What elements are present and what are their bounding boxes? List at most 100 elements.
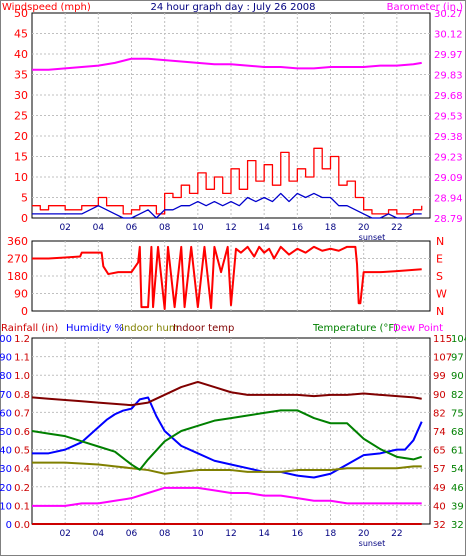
series-line-windspeed-mph- xyxy=(32,147,423,215)
temperature-tick-label: 32 xyxy=(451,520,464,531)
series-line-humidity- xyxy=(32,396,423,479)
indoor-temp-tick-label: 57 xyxy=(433,464,446,475)
compass-tick-label: W xyxy=(436,288,447,301)
temperature-tick-label: 104 xyxy=(451,334,466,345)
humidity-tick-label: 40 xyxy=(0,446,12,457)
rainfall-tick-label: 0.7 xyxy=(14,408,30,419)
humidity-tick-label: 90 xyxy=(0,353,12,364)
indoor-temp-tick-label: 49 xyxy=(433,483,446,494)
indoor-temp-tick-label: 99 xyxy=(433,371,446,382)
rainfall-tick-label: 1.1 xyxy=(14,353,30,364)
series-line-temperature-f- xyxy=(31,409,423,471)
direction-tick-label: 270 xyxy=(7,253,28,266)
temperature-tick-label: 90 xyxy=(451,371,464,382)
series-line-barometer-in- xyxy=(32,57,422,71)
humidity-tick-label: 10 xyxy=(0,501,12,512)
indoor-temp-tick-label: 32 xyxy=(433,520,446,531)
barometer-tick-label: 29.68 xyxy=(434,91,463,102)
hour-tick-label: 18 xyxy=(325,529,337,539)
barometer-tick-label: 30.27 xyxy=(434,9,463,20)
barometer-tick-label: 28.94 xyxy=(434,194,463,205)
hour-tick-label: 20 xyxy=(358,223,370,233)
barometer-tick-label: 29.97 xyxy=(434,50,463,61)
legend-label: Indoor hum xyxy=(121,323,179,334)
rainfall-tick-label: 0.2 xyxy=(14,483,30,494)
windspeed-tick-label: 5 xyxy=(21,192,28,205)
barometer-tick-label: 29.53 xyxy=(434,112,463,123)
windspeed-tick-label: 45 xyxy=(14,28,28,41)
temperature-tick-label: 61 xyxy=(451,446,464,457)
compass-tick-label: S xyxy=(436,270,443,283)
temperature-tick-label: 75 xyxy=(451,408,464,419)
windspeed-tick-label: 30 xyxy=(14,89,28,102)
windspeed-tick-label: 40 xyxy=(14,48,28,61)
humidity-tick-label: 70 xyxy=(0,390,12,401)
hour-tick-label: 16 xyxy=(292,223,304,233)
temperature-tick-label: 82 xyxy=(451,390,464,401)
rainfall-tick-label: 0.8 xyxy=(14,390,30,401)
humidity-tick-label: 0 xyxy=(6,520,12,531)
hour-tick-label: 16 xyxy=(292,529,304,539)
humidity-tick-label: 30 xyxy=(0,464,12,475)
rainfall-tick-label: 0.0 xyxy=(14,520,30,531)
legend-label: Humidity % xyxy=(66,323,124,334)
hour-tick-label: 08 xyxy=(159,529,171,539)
sunset-label: sunset xyxy=(359,233,386,242)
humidity-tick-label: 100 xyxy=(0,334,12,345)
barometer-tick-label: 29.83 xyxy=(434,71,463,82)
hour-tick-label: 18 xyxy=(325,223,337,233)
hour-tick-label: 08 xyxy=(159,223,171,233)
windspeed-tick-label: 25 xyxy=(14,110,28,123)
indoor-temp-tick-label: 107 xyxy=(433,353,452,364)
indoor-temp-tick-label: 74 xyxy=(433,427,446,438)
windspeed-tick-label: 20 xyxy=(14,130,28,143)
barometer-tick-label: 30.12 xyxy=(434,30,463,41)
indoor-temp-tick-label: 90 xyxy=(433,390,446,401)
indoor-temp-tick-label: 115 xyxy=(433,334,452,345)
compass-tick-label: N xyxy=(436,235,444,248)
rainfall-tick-label: 1.2 xyxy=(14,334,30,345)
hour-tick-label: 04 xyxy=(93,529,105,539)
barometer-tick-label: 29.23 xyxy=(434,153,463,164)
series-line-wind-average xyxy=(32,192,422,219)
indoor-temp-tick-label: 40 xyxy=(433,501,446,512)
hour-tick-label: 02 xyxy=(59,529,70,539)
temperature-tick-label: 68 xyxy=(451,427,464,438)
rainfall-tick-label: 0.4 xyxy=(14,464,30,475)
windspeed-tick-label: 10 xyxy=(14,171,28,184)
humidity-tick-label: 50 xyxy=(0,427,12,438)
hour-tick-label: 06 xyxy=(126,529,138,539)
legend-label: Indoor temp xyxy=(173,323,234,334)
hour-tick-label: 10 xyxy=(192,529,204,539)
direction-tick-label: 180 xyxy=(7,270,28,283)
hour-tick-label: 10 xyxy=(192,223,204,233)
humidity-tick-label: 20 xyxy=(0,483,12,494)
hour-tick-label: 20 xyxy=(358,529,370,539)
chart-title: 24 hour graph day : July 26 2008 xyxy=(150,2,315,13)
compass-tick-label: N xyxy=(436,305,444,318)
series-line-indoor-temp xyxy=(31,380,422,407)
hour-tick-label: 12 xyxy=(225,529,236,539)
hour-tick-label: 22 xyxy=(391,223,402,233)
barometer-tick-label: 29.38 xyxy=(434,132,463,143)
hour-tick-label: 14 xyxy=(258,223,270,233)
rainfall-tick-label: 1.0 xyxy=(14,371,30,382)
compass-tick-label: E xyxy=(436,253,443,266)
hour-tick-label: 12 xyxy=(225,223,236,233)
barometer-axis-label: Barometer (in.) xyxy=(387,2,463,13)
hour-tick-label: 04 xyxy=(93,223,105,233)
rainfall-tick-label: 0.5 xyxy=(14,446,30,457)
rainfall-tick-label: 0.1 xyxy=(14,501,30,512)
hour-tick-label: 06 xyxy=(126,223,138,233)
barometer-tick-label: 29.09 xyxy=(434,173,463,184)
windspeed-tick-label: 35 xyxy=(14,69,28,82)
direction-tick-label: 90 xyxy=(14,288,28,301)
series-line-indoor-hum xyxy=(32,461,422,475)
temperature-tick-label: 97 xyxy=(451,353,464,364)
temperature-tick-label: 46 xyxy=(451,483,464,494)
humidity-tick-label: 80 xyxy=(0,371,12,382)
sunset-label: sunset xyxy=(359,539,386,548)
temperature-tick-label: 39 xyxy=(451,501,464,512)
